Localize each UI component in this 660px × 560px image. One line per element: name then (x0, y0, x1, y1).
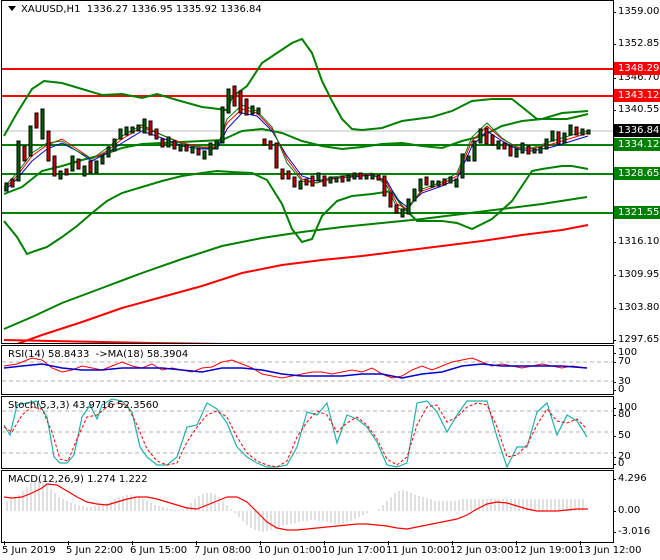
time-label: 11 Jun 10:00 (386, 541, 450, 556)
support-tag: 1321.55 (614, 206, 660, 219)
macd-tick: 4.296 (613, 473, 647, 484)
price-axis: 1359.00 1352.85 1346.70 1340.55 1316.10 … (612, 0, 660, 543)
time-label: 5 Jun 2019 (2, 541, 56, 556)
price-tick: 1346.70 (612, 72, 660, 83)
time-label: 10 Jun 17:00 (322, 541, 386, 556)
stoch-tick: 80 (613, 409, 631, 420)
macd-title: MACD(12,26,9) 1.274 1.222 (8, 474, 148, 485)
stochastic-panel[interactable]: Stoch(5,3,3) 43.9716 52.3560 (1, 396, 614, 469)
rsi-tick: 70 (613, 356, 631, 367)
price-tick: 1309.95 (612, 269, 660, 280)
time-label: 6 Jun 15:00 (130, 541, 188, 556)
price-tick: 1303.80 (612, 302, 660, 313)
chart-title: XAUUSD,H1 1336.27 1336.95 1335.92 1336.8… (8, 4, 262, 15)
price-tick: 1359.00 (612, 6, 660, 17)
macd-tick: 0.00 (612, 505, 641, 516)
macd-tick: -3.016 (612, 526, 651, 537)
candles (4, 85, 591, 218)
price-chart-panel[interactable]: XAUUSD,H1 1336.27 1336.95 1335.92 1336.8… (1, 0, 614, 344)
resistance-tag: 1348.29 (614, 62, 660, 75)
time-label: 5 Jun 22:00 (66, 541, 124, 556)
stoch-tick: 100 (612, 402, 638, 413)
time-label: 7 Jun 08:00 (194, 541, 252, 556)
time-axis: 5 Jun 2019 5 Jun 22:00 6 Jun 15:00 7 Jun… (0, 541, 660, 560)
stoch-tick: 20 (613, 451, 631, 462)
support-tag: 1328.65 (614, 167, 660, 180)
time-label: 13 Jun 12:00 (578, 541, 642, 556)
dropdown-arrow-icon[interactable] (8, 6, 16, 11)
price-plot (2, 37, 613, 343)
time-label: 10 Jun 01:00 (258, 541, 322, 556)
macd-histogram (6, 481, 584, 532)
stoch-title: Stoch(5,3,3) 43.9716 52.3560 (8, 400, 159, 411)
time-label: 12 Jun 19:00 (514, 541, 578, 556)
time-label: 12 Jun 03:00 (450, 541, 514, 556)
rsi-tick: 0 (612, 384, 625, 395)
rsi-title: RSI(14) 58.8433 ->MA(18) 58.3904 (8, 349, 189, 360)
resistance-tag: 1343.12 (614, 89, 660, 102)
price-tick: 1316.10 (612, 236, 660, 247)
current-price-tag: 1336.84 (614, 124, 660, 137)
stoch-tick: 50 (613, 430, 631, 441)
stoch-tick: 0 (612, 458, 625, 469)
rsi-panel[interactable]: RSI(14) 58.8433 ->MA(18) 58.3904 (1, 345, 614, 395)
macd-panel[interactable]: MACD(12,26,9) 1.274 1.222 (1, 470, 614, 543)
support-tag: 1334.12 (614, 138, 660, 151)
rsi-tick: 100 (612, 347, 638, 358)
price-tick: 1352.85 (612, 38, 660, 49)
price-tick: 1297.65 (612, 334, 660, 345)
price-tick: 1340.55 (612, 104, 660, 115)
rsi-tick: 30 (613, 376, 631, 387)
